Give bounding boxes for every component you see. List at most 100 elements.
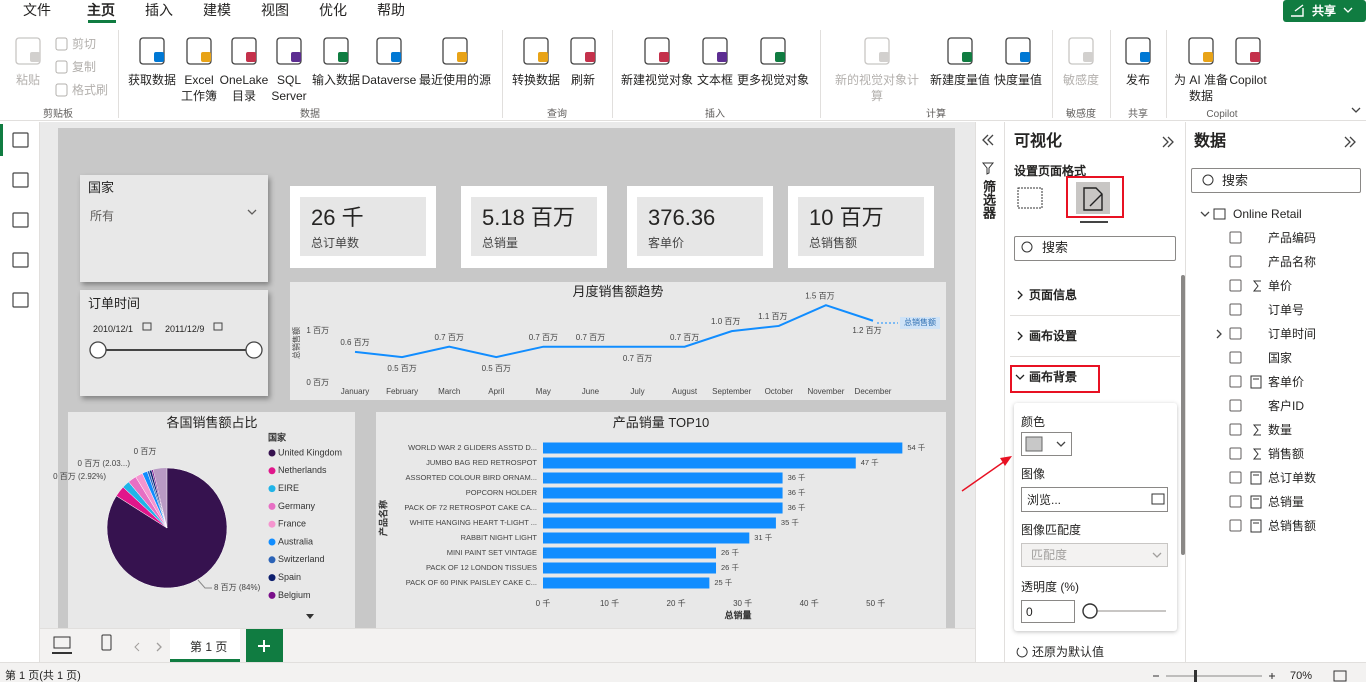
menu-tab[interactable]: 建模 <box>203 2 231 18</box>
field-item[interactable]: 总销量 <box>1268 495 1305 509</box>
ribbon-button[interactable]: 更多视觉对象 <box>736 73 809 87</box>
ribbon-button[interactable]: 复制 <box>72 60 97 74</box>
date-slicer[interactable] <box>80 290 268 396</box>
section-header[interactable]: 画布背景 <box>1029 370 1078 384</box>
zoom-level[interactable]: 70% <box>1290 670 1313 682</box>
menu-tab[interactable]: 主页 <box>87 2 115 18</box>
field-item[interactable]: 订单时间 <box>1268 327 1317 341</box>
ribbon-group-label: 计算 <box>926 109 946 120</box>
date-end[interactable]: 2011/12/9 <box>165 324 205 334</box>
menu-tab[interactable]: 插入 <box>145 2 173 18</box>
section-divider <box>1010 356 1180 357</box>
country-slicer[interactable] <box>80 175 268 282</box>
card-label: 总销量 <box>482 236 519 250</box>
section-header[interactable]: 页面信息 <box>1029 288 1078 302</box>
data-search[interactable] <box>1191 168 1361 193</box>
browse-text[interactable]: 浏览... <box>1027 493 1062 507</box>
ribbon-group-label: 插入 <box>705 109 725 120</box>
card-value: 26 千 <box>311 205 364 230</box>
slicer-title: 国家 <box>88 180 115 195</box>
ribbon-button[interactable]: 快度量值 <box>993 73 1042 87</box>
ribbon-button[interactable]: 转换数据 <box>511 73 560 87</box>
viz-search[interactable] <box>1014 236 1176 261</box>
menu-tab[interactable]: 文件 <box>23 2 51 18</box>
field-label: 图像匹配度 <box>1021 523 1082 537</box>
search-placeholder[interactable]: 搜索 <box>1042 240 1069 255</box>
share-button[interactable] <box>1283 0 1366 22</box>
fit-dropdown[interactable] <box>1021 543 1168 567</box>
pane-title: 数据 <box>1194 133 1227 150</box>
data-pane <box>1185 122 1366 662</box>
add-page[interactable] <box>246 629 283 662</box>
date-start[interactable]: 2010/12/1 <box>93 324 134 334</box>
ribbon-button[interactable]: 新的视觉对象计算 <box>834 73 919 103</box>
ribbon-separator <box>1166 30 1167 118</box>
bar-chart-visual <box>376 412 946 628</box>
status-bar <box>0 662 1366 682</box>
menu-tab[interactable]: 优化 <box>319 2 347 18</box>
ribbon-button[interactable]: 刷新 <box>570 73 595 87</box>
ribbon-button[interactable]: 输入数据 <box>311 73 360 87</box>
ribbon-button[interactable]: 文本框 <box>696 73 733 87</box>
section-header[interactable]: 画布设置 <box>1029 329 1078 343</box>
ribbon-button[interactable]: 新建视觉对象 <box>620 73 693 87</box>
field-item[interactable]: 产品编码 <box>1268 231 1317 245</box>
field-item[interactable]: 国家 <box>1268 351 1293 365</box>
share-label[interactable]: 共享 <box>1312 4 1337 18</box>
field-item[interactable]: 单价 <box>1268 279 1293 293</box>
ribbon-button[interactable]: 粘贴 <box>15 73 40 87</box>
pane-subtitle: 设置页面格式 <box>1014 164 1087 178</box>
page-tab[interactable] <box>170 629 240 662</box>
ribbon-button[interactable]: 为 AI 准备数据 <box>1173 73 1228 103</box>
ribbon-button[interactable]: 新建度量值 <box>929 73 990 87</box>
format-page-tab[interactable] <box>1066 176 1124 218</box>
browse-input[interactable] <box>1021 487 1168 512</box>
menu-tab[interactable]: 视图 <box>261 2 289 18</box>
ribbon-button[interactable]: 获取数据 <box>127 73 176 87</box>
reset-link[interactable]: 还原为默认值 <box>1032 645 1105 659</box>
ribbon-button[interactable]: SQL Server <box>271 73 307 103</box>
ribbon-button[interactable]: 敏感度 <box>1062 73 1099 87</box>
chart-title: 产品销量 TOP10 <box>612 415 710 430</box>
transparency-input[interactable] <box>1021 600 1075 623</box>
ribbon-button[interactable]: 最近使用的源 <box>418 73 491 87</box>
field-item[interactable]: 数量 <box>1268 423 1293 437</box>
table-name[interactable]: Online Retail <box>1233 207 1302 221</box>
ribbon-button[interactable]: 发布 <box>1125 73 1150 87</box>
ribbon-button[interactable]: Excel 工作簿 <box>180 73 217 103</box>
ribbon-group-label: 敏感度 <box>1066 109 1096 120</box>
menu-tab[interactable]: 帮助 <box>377 2 405 18</box>
left-nav <box>0 122 40 662</box>
filter-pane-label[interactable]: 筛选器 <box>981 180 996 219</box>
dropdown-value[interactable]: 匹配度 <box>1031 548 1068 562</box>
transparency-value[interactable]: 0 <box>1026 605 1033 619</box>
slicer-value[interactable]: 所有 <box>90 209 115 223</box>
field-item[interactable]: 客户ID <box>1268 399 1305 413</box>
ribbon-group-label: 数据 <box>300 109 320 120</box>
ribbon-button[interactable]: OneLake 目录 <box>219 73 269 103</box>
ribbon-separator <box>1110 30 1111 118</box>
card-inner <box>798 197 924 256</box>
card-label: 客单价 <box>648 236 685 250</box>
line-chart-visual <box>290 282 946 400</box>
ribbon-button[interactable]: Dataverse <box>361 73 417 87</box>
ribbon-separator <box>612 30 613 118</box>
ribbon-group-label: 共享 <box>1128 109 1148 120</box>
ribbon-button[interactable]: 剪切 <box>72 37 97 51</box>
field-item[interactable]: 产品名称 <box>1268 255 1317 269</box>
field-item[interactable]: 销售额 <box>1268 447 1305 461</box>
ribbon-button[interactable]: 格式刷 <box>72 83 109 97</box>
field-item[interactable]: 总销售额 <box>1268 519 1317 533</box>
field-item[interactable]: 总订单数 <box>1268 471 1317 485</box>
page-tab-label[interactable]: 第 1 页 <box>190 640 228 654</box>
filter-pane <box>975 122 1005 662</box>
chart-title: 各国销售额占比 <box>166 415 258 430</box>
ribbon-button[interactable]: Copilot <box>1229 73 1267 87</box>
ribbon-group-label: 查询 <box>547 109 567 120</box>
field-item[interactable]: 客单价 <box>1268 375 1305 389</box>
card-inner <box>471 197 597 256</box>
color-picker[interactable] <box>1021 432 1072 456</box>
search-placeholder[interactable]: 搜索 <box>1222 173 1249 188</box>
field-item[interactable]: 订单号 <box>1268 303 1305 317</box>
